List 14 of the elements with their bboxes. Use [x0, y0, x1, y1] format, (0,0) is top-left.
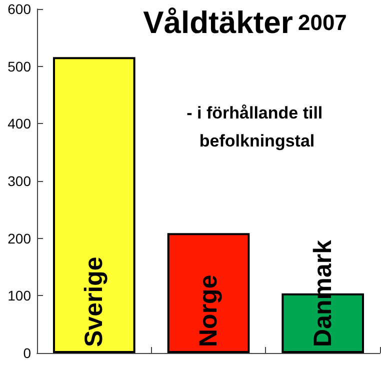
- y-tick-label: 0: [23, 345, 32, 361]
- y-tick-label: 600: [8, 1, 32, 17]
- y-tick-label: 500: [8, 58, 32, 74]
- x-tick-label: Norge: [194, 274, 222, 347]
- bar: [167, 233, 250, 353]
- y-tick-label: 100: [8, 288, 32, 304]
- x-tick-label: Danmark: [308, 240, 337, 347]
- y-tick-label: 300: [8, 173, 32, 189]
- text: - i förhållande till befolkningstal: [186, 104, 328, 150]
- y-tick-label: 200: [8, 230, 32, 246]
- chart-title: Våldtäkter 2007: [143, 5, 347, 40]
- bar: [53, 57, 136, 353]
- x-tick-label: Sverige: [80, 256, 108, 347]
- y-tick-label: 400: [8, 116, 32, 132]
